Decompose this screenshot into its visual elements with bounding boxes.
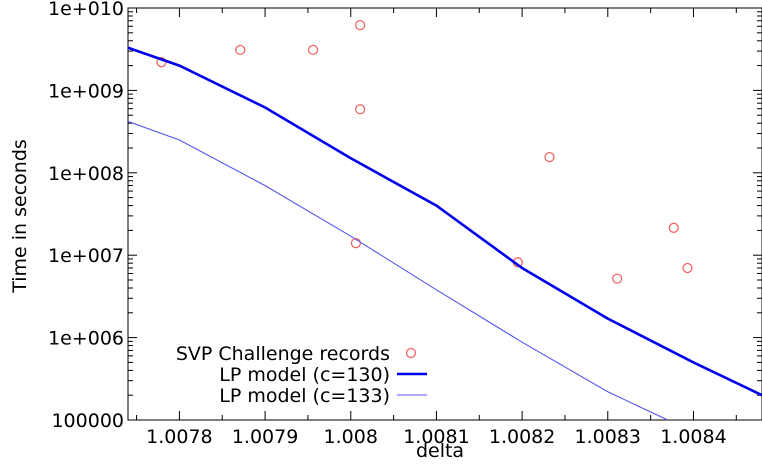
data-point-svp-challenge-records: [544, 151, 555, 163]
y-tick-label: 1e+008: [48, 163, 124, 185]
y-tick-label: 100000: [51, 410, 124, 432]
legend-label-lp-model-c-133: LP model (c=133): [219, 385, 390, 407]
y-tick-label: 1e+006: [48, 328, 124, 350]
plot-frame: [127, 7, 762, 421]
x-tick-label: 1.0079: [232, 426, 298, 448]
series-line-lp-model-c-130: [128, 46, 762, 397]
y-tick-label: 1e+010: [48, 0, 124, 20]
x-tick-label: 1.0081: [403, 426, 469, 448]
data-point-svp-challenge-records: [355, 104, 366, 115]
data-point-svp-challenge-records: [355, 19, 366, 31]
y-axis: 100000 1e+006 1e+007 1e+008 1e+009 1e+010: [48, 0, 762, 432]
series-line-lp-model-c-133: [128, 120, 669, 420]
plot-area: [127, 7, 762, 421]
y-tick-label: 1e+009: [48, 80, 124, 102]
x-tick-label: 1.0078: [146, 426, 212, 448]
x-tick-label: 1.0084: [660, 426, 726, 448]
legend-marker-svp-challenge-records: [405, 347, 417, 359]
y-axis-label: Time in seconds: [9, 139, 31, 294]
legend-label-svp-challenge-records: SVP Challenge records: [176, 343, 390, 365]
y-tick-label: 1e+007: [48, 245, 124, 267]
series-layer: [128, 19, 762, 420]
data-point-svp-challenge-records: [307, 44, 319, 56]
data-point-svp-challenge-records: [350, 238, 362, 249]
data-point-svp-challenge-records: [235, 44, 246, 56]
x-axis: 1.0078 1.0079 1.008 1.0081 1.0082 1.0083 1.008…: [136, 8, 737, 448]
x-tick-label: 1.0083: [575, 426, 641, 448]
x-tick-label: 1.0082: [489, 426, 555, 448]
data-point-svp-challenge-records: [668, 222, 679, 233]
x-tick-label: 1.008: [324, 426, 378, 448]
data-point-svp-challenge-records: [612, 273, 623, 284]
data-point-svp-challenge-records: [682, 262, 693, 274]
x-axis-label: delta: [416, 440, 464, 462]
legend-label-lp-model-c-130: LP model (c=130): [219, 364, 390, 386]
